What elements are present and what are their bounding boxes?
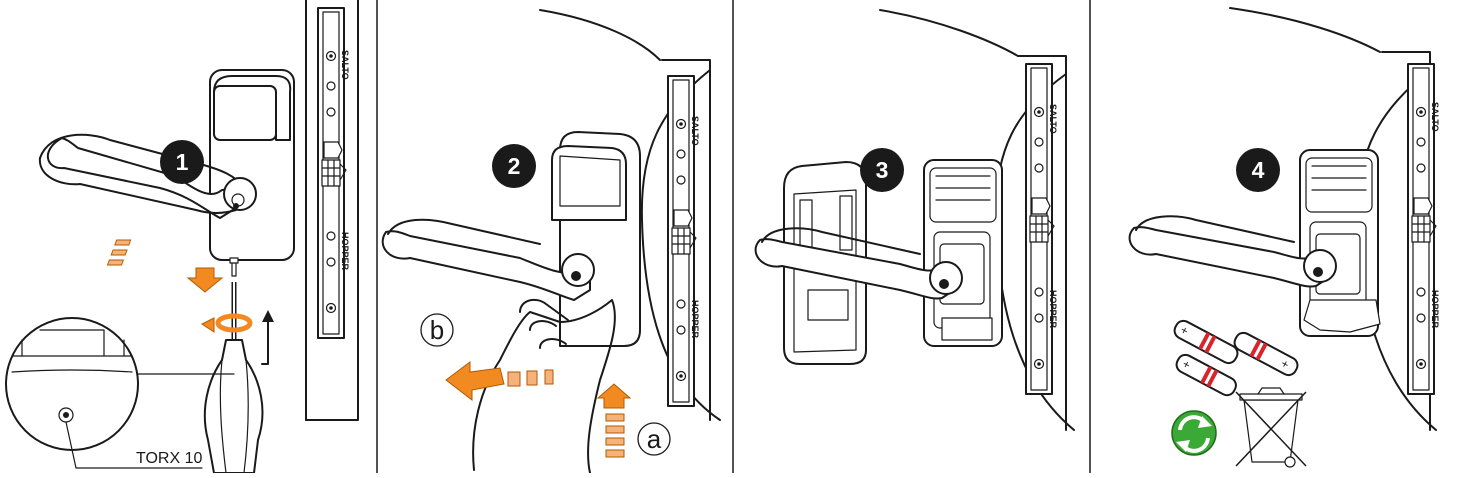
step-badge-1 (160, 140, 204, 184)
plate-brand-top: SALTO (1430, 102, 1440, 132)
lever-handle (1128, 226, 1329, 288)
screwdriver (203, 282, 264, 474)
rotate-arrow (201, 313, 253, 333)
step-number-3: 3 (876, 157, 889, 183)
lever-handle (381, 230, 591, 301)
recycle-icon (1171, 410, 1217, 456)
reader-pad (213, 85, 277, 141)
arrow-b (445, 361, 554, 402)
step-number-1: 1 (176, 149, 189, 175)
direction-indicator (261, 315, 269, 365)
panel-dividers (376, 0, 1091, 473)
door-outline (879, 9, 1019, 57)
batteries: + + + (1173, 319, 1299, 397)
door-outline (539, 9, 661, 61)
panel-step-3: SALTO HOPPER 3 (754, 9, 1075, 431)
plate-brand-top: SALTO (1048, 104, 1058, 134)
door-outline (1229, 7, 1381, 53)
torx-screw (229, 257, 239, 277)
label-a: a (647, 424, 662, 454)
panel-step-1: SALTO HOPPER 1 (5, 0, 359, 474)
arrow-a (596, 383, 632, 458)
crossed-bin-icon (1235, 387, 1307, 468)
lever-handle (46, 137, 237, 219)
step-number-4: 4 (1252, 157, 1265, 183)
label-a-circle (637, 422, 671, 456)
plate-brand-top: SALTO (690, 116, 700, 146)
step-badge-4 (1236, 148, 1280, 192)
step-badge-3 (860, 148, 904, 192)
step-number-2: 2 (508, 153, 521, 179)
panel-step-2: SALTO HOPPER 2 b (381, 9, 721, 474)
plate-brand-top: SALTO (340, 50, 350, 80)
label-b: b (430, 315, 444, 345)
remove-arrow (106, 239, 224, 293)
label-b-circle (420, 313, 454, 347)
panel-step-4: SALTO HOPPER 4 + + (1128, 7, 1440, 468)
magnified-callout (5, 317, 203, 469)
plate-brand-bottom: HOPPER (1048, 290, 1058, 329)
plate-brand-bottom: HOPPER (690, 300, 700, 339)
plate-brand-bottom: HOPPER (340, 232, 350, 271)
step-badge-2 (492, 144, 536, 188)
plate-brand-bottom: HOPPER (1430, 290, 1440, 329)
torx-label: TORX 10 (136, 450, 203, 467)
